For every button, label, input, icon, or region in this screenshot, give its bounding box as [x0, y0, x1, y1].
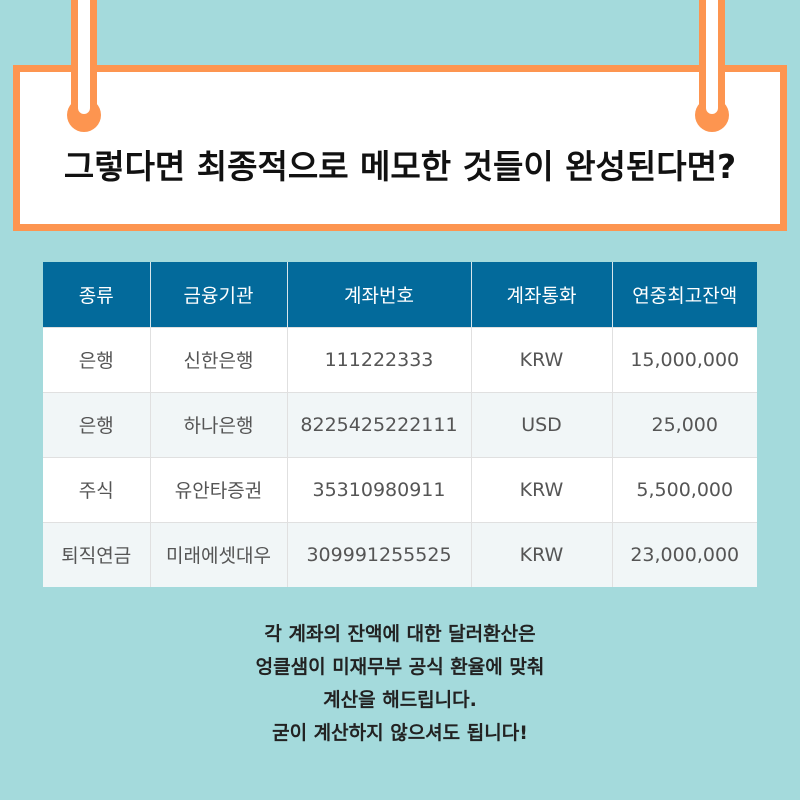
header-max-balance: 연중최고잔액 [611, 262, 757, 327]
table-row: 퇴직연금 미래에셋대우 309991255525 KRW 23,000,000 [43, 521, 757, 587]
header-type: 종류 [43, 262, 150, 327]
cell-currency: KRW [470, 521, 612, 587]
cell-currency: KRW [470, 326, 612, 392]
cell-max-balance: 25,000 [611, 391, 757, 457]
note-line: 엉클샘이 미재무부 공식 환율에 맞춰 [255, 656, 545, 678]
cell-max-balance: 15,000,000 [611, 326, 757, 392]
table-row: 은행 하나은행 8225425222111 USD 25,000 [43, 391, 757, 457]
cell-currency: KRW [470, 456, 612, 522]
note-line: 굳이 계산하지 않으셔도 됩니다! [272, 722, 528, 744]
title-banner [13, 65, 787, 231]
cell-account-number: 309991255525 [286, 521, 471, 587]
cell-account-number: 8225425222111 [286, 391, 471, 457]
cell-type: 주식 [43, 456, 150, 522]
cell-institution: 미래에셋대우 [149, 521, 287, 587]
cell-institution: 신한은행 [149, 326, 287, 392]
accounts-table: 종류 금융기관 계좌번호 계좌통화 연중최고잔액 은행 신한은행 111222333… [43, 262, 757, 587]
cell-max-balance: 5,500,000 [611, 456, 757, 522]
header-account-number: 계좌번호 [286, 262, 471, 327]
cell-account-number: 111222333 [286, 326, 471, 392]
cell-institution: 유안타증권 [149, 456, 287, 522]
cell-max-balance: 23,000,000 [611, 521, 757, 587]
table-row: 주식 유안타증권 35310980911 KRW 5,500,000 [43, 456, 757, 522]
cell-type: 퇴직연금 [43, 521, 150, 587]
cell-type: 은행 [43, 391, 150, 457]
cell-type: 은행 [43, 326, 150, 392]
note-line: 계산을 해드립니다. [323, 689, 477, 711]
note-text: 각 계좌의 잔액에 대한 달러환산은 엉클샘이 미재무부 공식 환율에 맞춰 계… [0, 618, 800, 750]
header-currency: 계좌통화 [470, 262, 612, 327]
cell-account-number: 35310980911 [286, 456, 471, 522]
page-title: 그렇다면 최종적으로 메모한 것들이 완성된다면? [63, 147, 737, 186]
table-header: 종류 금융기관 계좌번호 계좌통화 연중최고잔액 [43, 262, 757, 327]
header-institution: 금융기관 [149, 262, 287, 327]
note-line: 각 계좌의 잔액에 대한 달러환산은 [264, 623, 536, 645]
table-row: 은행 신한은행 111222333 KRW 15,000,000 [43, 326, 757, 392]
cell-currency: USD [470, 391, 612, 457]
cell-institution: 하나은행 [149, 391, 287, 457]
